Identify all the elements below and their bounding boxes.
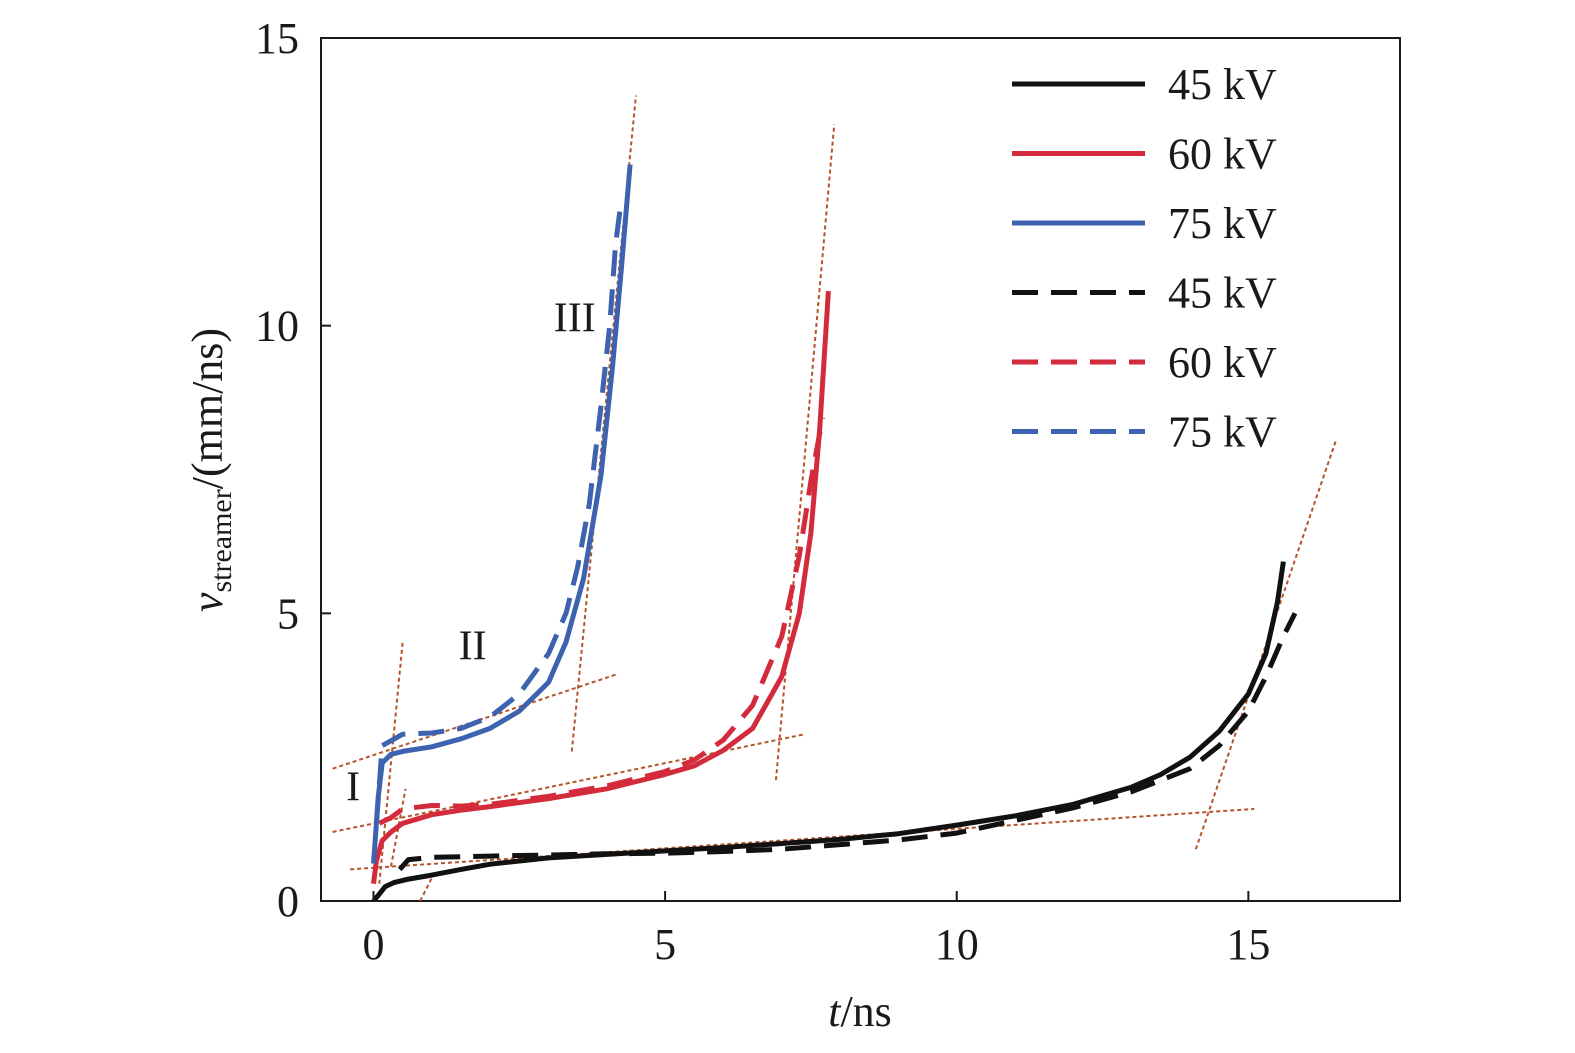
x-axis-title-var: t [828,987,842,1036]
legend-label: 75 kV [1168,199,1277,248]
y-tick-label: 15 [255,14,299,63]
x-tick-label: 5 [654,920,676,969]
series-line [371,561,1286,901]
legend: 45 kV 60 kV 75 kV 45 kV 60 kV 75 kV [1012,60,1277,457]
series-line [373,198,624,824]
fit-line [419,877,433,901]
series-line [397,612,1298,872]
x-axis-title: t/ns [828,987,892,1036]
y-axis-title-sub: streamer [205,489,238,592]
legend-label: 60 kV [1168,338,1277,387]
legend-label: 60 kV [1168,130,1277,179]
fit-line [378,642,404,884]
fit-line [390,788,407,867]
legend-label: 45 kV [1168,269,1277,318]
fit-line [774,124,836,781]
fit-line [350,807,1255,871]
y-tick-label: 10 [255,302,299,351]
x-tick-label: 0 [362,920,384,969]
region-label: I [346,764,360,810]
series-line [378,417,826,826]
axis-ticks: 0 5 10 15 0 5 10 15 [255,14,1270,969]
y-tick-label: 5 [277,589,299,638]
fit-line [1194,440,1337,850]
legend-label: 45 kV [1168,60,1277,109]
series-lines [371,164,1298,901]
x-tick-label: 10 [935,920,979,969]
y-axis-title: vstreamer/(mm/ns) [183,328,238,612]
x-tick-label: 15 [1226,920,1270,969]
region-label: III [554,295,596,341]
x-axis-title-unit: /ns [840,987,891,1036]
series-line [371,290,831,885]
y-axis-title-unit: /(mm/ns) [183,328,232,489]
series-line [371,164,633,864]
y-axis-title-var: v [183,592,232,612]
region-label: II [459,623,487,669]
y-tick-label: 0 [277,877,299,926]
plot-frame [320,37,1401,902]
legend-label: 75 kV [1168,408,1277,457]
